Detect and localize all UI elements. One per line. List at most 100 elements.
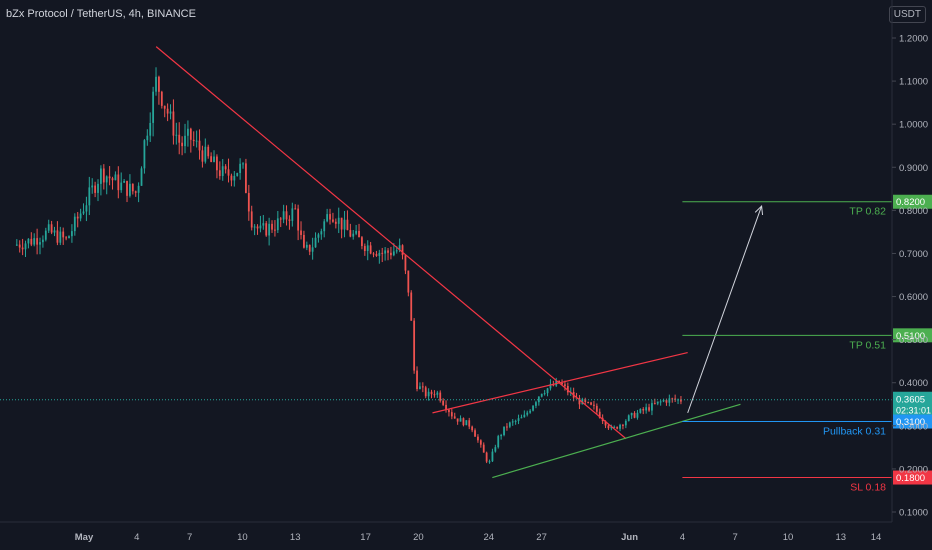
projection-arrow (687, 205, 763, 414)
candle-body (346, 219, 349, 231)
candle-body (436, 392, 439, 395)
candle-body (448, 409, 450, 413)
candle-body (24, 243, 27, 250)
candle-body (421, 386, 424, 388)
candle-body (413, 320, 416, 371)
channel-lower-line (492, 403, 741, 479)
candle-body (537, 396, 540, 403)
candle-body (532, 405, 534, 411)
candle-body (201, 150, 204, 162)
candle-body (564, 384, 566, 386)
candle-body (27, 238, 30, 244)
candle-body (598, 411, 601, 418)
candle-body (195, 140, 198, 142)
candle-body (242, 163, 244, 165)
candle-body (149, 122, 152, 136)
candle-body (366, 245, 369, 252)
candle-body (334, 221, 337, 224)
sl-0.18-price-label: 0.1800 (896, 473, 925, 484)
y-tick-label: 1.1000 (899, 77, 928, 88)
candle-body (384, 250, 387, 254)
candle-body (375, 254, 378, 256)
sl-0.18-label: SL 0.18 (850, 482, 886, 494)
candle-body (271, 223, 273, 230)
candle-body (424, 387, 427, 397)
candle-body (430, 391, 433, 395)
candle-body (44, 230, 47, 240)
candle-body (239, 163, 242, 174)
candle-body (546, 388, 549, 394)
y-tick-label: 1.0000 (899, 120, 928, 131)
candle-body (320, 231, 323, 235)
candle-body (294, 208, 297, 210)
candle-body (494, 447, 497, 452)
candle-body (445, 404, 447, 410)
channel-upper-line (432, 351, 688, 414)
tp-0.51-label: TP 0.51 (849, 339, 886, 351)
candle-body (62, 231, 65, 238)
candle-body (636, 412, 639, 418)
candle-body (172, 111, 175, 136)
candle-body (94, 185, 97, 193)
candle-body (155, 76, 157, 92)
candle-body (91, 185, 94, 188)
candle-body (361, 237, 363, 247)
x-tick-label: 10 (237, 532, 248, 543)
candle-body (311, 247, 314, 252)
candle-body (358, 230, 360, 238)
candle-body (39, 242, 41, 245)
y-tick-label: 0.1000 (899, 508, 928, 519)
candle-body (578, 398, 581, 405)
candle-body (622, 424, 624, 426)
candle-body (456, 418, 459, 422)
currency-selector[interactable]: USDT (888, 6, 926, 23)
candle-body (520, 417, 523, 419)
x-tick-label: 13 (836, 532, 847, 543)
candle-body (102, 168, 105, 183)
candle-body (169, 111, 172, 114)
candle-body (471, 426, 474, 431)
y-tick-label: 0.3000 (899, 421, 928, 432)
candle-body (407, 270, 410, 293)
candle-body (337, 217, 340, 224)
candle-body (363, 246, 366, 252)
last-price-label: 0.3605 (896, 395, 925, 406)
candle-body (303, 234, 305, 248)
x-tick-label: 7 (187, 532, 192, 543)
candle-body (131, 183, 134, 192)
candle-body (387, 250, 389, 253)
candle-body (355, 230, 358, 234)
candle-body (276, 218, 279, 231)
candle-body (47, 224, 50, 231)
countdown-label: 02:31:01 (896, 406, 931, 416)
candle-body (259, 225, 262, 229)
candle-body (439, 392, 442, 401)
candle-body (166, 108, 169, 114)
tp-0.51-price-label: 0.5100 (896, 331, 925, 342)
candle-body (616, 426, 619, 429)
candle-body (152, 91, 155, 123)
x-tick-label: 17 (360, 532, 371, 543)
candle-body (297, 208, 300, 231)
candle-body (163, 105, 166, 109)
candle-body (630, 412, 633, 416)
candle-body (665, 400, 668, 403)
x-tick-label: 4 (680, 532, 685, 543)
candle-body (105, 176, 108, 183)
candle-body (33, 238, 36, 245)
candle-body (134, 191, 137, 193)
candle-body (79, 213, 82, 219)
candle-body (256, 226, 259, 229)
x-tick-label: 20 (413, 532, 424, 543)
candle-body (343, 219, 346, 230)
candle-body (120, 182, 123, 191)
candle-body (189, 128, 192, 140)
candle-body (329, 214, 331, 220)
candle-body (390, 252, 392, 256)
candle-body (18, 244, 21, 248)
candle-body (50, 224, 53, 233)
candle-body (671, 398, 674, 400)
y-tick-label: 0.8000 (899, 206, 928, 217)
